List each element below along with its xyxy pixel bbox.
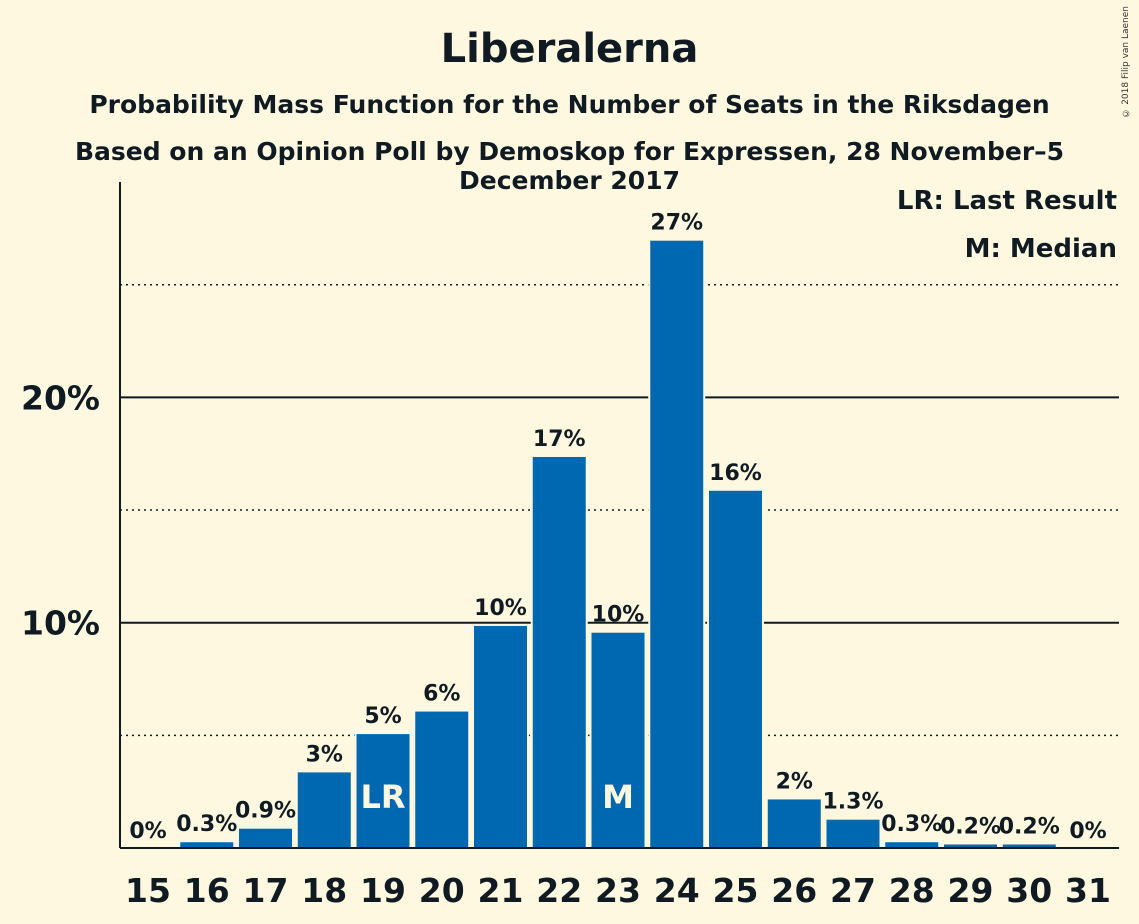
x-tick-label: 17 <box>243 871 289 910</box>
y-tick-label: 10% <box>21 604 100 643</box>
bars <box>178 238 1058 850</box>
bar <box>648 238 706 849</box>
bar-value-label: 1.3% <box>822 790 883 815</box>
bar-marker-label: M <box>602 778 634 816</box>
chart-source-subtitle: Based on an Opinion Poll by Demoskop for… <box>74 137 1065 195</box>
bar-value-label: 0% <box>129 819 166 844</box>
x-tick-label: 21 <box>478 871 524 910</box>
x-tick-label: 19 <box>360 871 406 910</box>
x-tick-label: 26 <box>771 871 817 910</box>
bar <box>883 840 941 850</box>
bar <box>472 623 529 849</box>
bar <box>707 488 764 849</box>
x-tick-label: 15 <box>125 871 171 910</box>
chart-subtitle: Probability Mass Function for the Number… <box>89 90 1050 119</box>
chart-title: Liberalerna <box>440 26 699 72</box>
x-tick-label: 31 <box>1065 871 1111 910</box>
bar <box>237 826 294 850</box>
bar <box>295 770 353 850</box>
x-tick-label: 28 <box>889 871 935 910</box>
bar-value-label: 10% <box>592 603 645 628</box>
bar-value-label: 0% <box>1069 819 1106 844</box>
x-tick-label: 29 <box>948 871 994 910</box>
x-tick-label: 24 <box>654 871 700 910</box>
x-tick-label: 22 <box>536 871 582 910</box>
bar-marker-label: LR <box>360 778 405 816</box>
bar <box>413 709 471 850</box>
bar-value-label: 0.2% <box>999 814 1060 839</box>
bar <box>824 817 882 849</box>
bar <box>354 732 412 849</box>
x-tick-label: 30 <box>1006 871 1052 910</box>
bar-value-label: 6% <box>423 682 460 707</box>
bar <box>765 797 823 850</box>
x-tick-label: 23 <box>595 871 641 910</box>
bar-value-label: 0.9% <box>235 799 296 824</box>
data-labels: 0% 0.3%0.9%3%5%6%10%17%10%27%16%2%1.3%0.3… <box>129 211 1106 844</box>
legend: LR: Last Result M: Median <box>897 186 1117 264</box>
bar-value-label: 5% <box>364 704 401 729</box>
x-tick-label: 27 <box>830 871 876 910</box>
x-tick-label: 18 <box>301 871 347 910</box>
bar <box>530 454 588 849</box>
axes: 10% 20% 15 16 17 18 19 20 21 22 23 24 25 26 27 28 29 30 31 <box>21 182 1119 910</box>
bar-value-label: 10% <box>474 596 527 621</box>
y-tick-label: 20% <box>21 378 100 417</box>
bar-value-label: 17% <box>533 427 586 452</box>
bar-value-label: 27% <box>650 211 703 236</box>
bar-value-label: 0.3% <box>176 812 237 837</box>
bar-value-label: 3% <box>306 742 343 767</box>
x-tick-label: 25 <box>713 871 759 910</box>
bar-value-label: 0.2% <box>940 814 1001 839</box>
bar <box>178 840 236 850</box>
bar <box>589 630 647 849</box>
bar-value-label: 16% <box>709 461 762 486</box>
bar-value-label: 0.3% <box>881 812 942 837</box>
legend-entry: M: Median <box>965 234 1117 264</box>
bar-value-label: 2% <box>776 769 813 794</box>
legend-entry: LR: Last Result <box>897 186 1117 216</box>
x-tick-label: 20 <box>419 871 465 910</box>
x-tick-label: 16 <box>184 871 230 910</box>
